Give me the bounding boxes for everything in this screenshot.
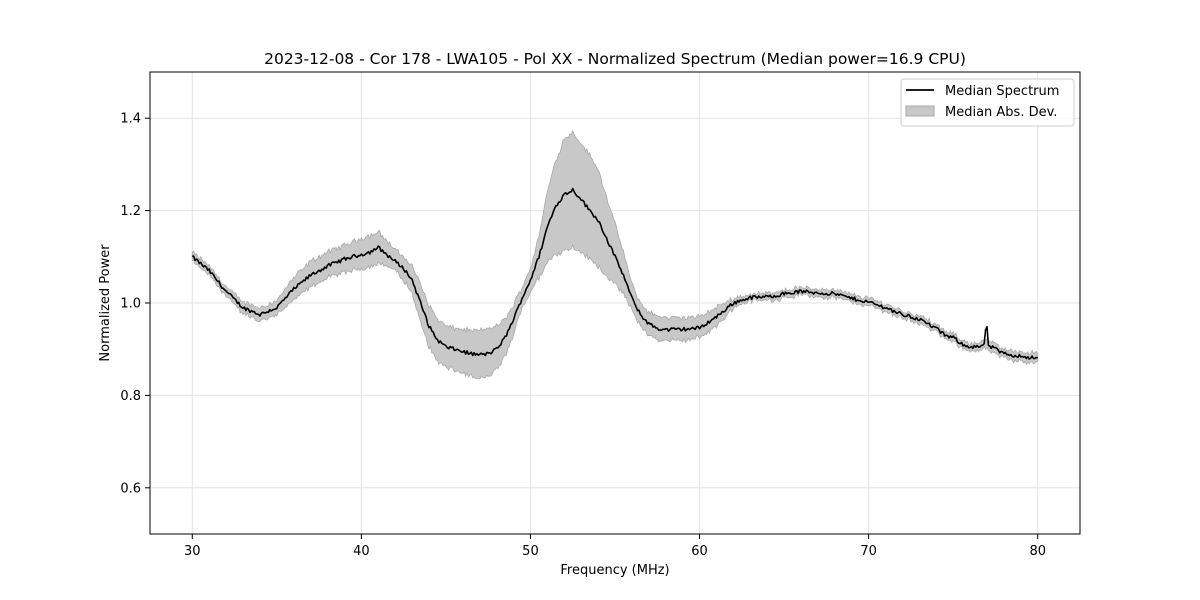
y-axis-label: Normalized Power xyxy=(98,244,113,362)
x-tick-label: 50 xyxy=(522,544,539,559)
chart-title: 2023-12-08 - Cor 178 - LWA105 - Pol XX -… xyxy=(264,50,966,68)
legend-band-swatch xyxy=(905,105,935,117)
legend-label-median-abs-dev: Median Abs. Dev. xyxy=(945,105,1057,120)
x-tick-label: 70 xyxy=(860,544,877,559)
x-tick-label: 40 xyxy=(353,544,370,559)
x-axis-label: Frequency (MHz) xyxy=(560,563,669,578)
y-axis-ticks: 0.6 0.8 1.0 1.2 1.4 xyxy=(120,112,150,496)
x-axis-ticks: 30 40 50 60 70 80 xyxy=(184,534,1046,559)
x-tick-label: 60 xyxy=(691,544,708,559)
median-spectrum-line xyxy=(192,187,1039,360)
legend-label-median-spectrum: Median Spectrum xyxy=(945,84,1059,99)
y-tick-label: 1.4 xyxy=(120,112,141,127)
y-tick-label: 1.0 xyxy=(120,297,141,312)
y-tick-label: 1.2 xyxy=(120,204,141,219)
x-tick-label: 30 xyxy=(184,544,201,559)
y-tick-label: 0.6 xyxy=(120,481,141,496)
legend: Median Spectrum Median Abs. Dev. xyxy=(900,78,1075,127)
x-tick-label: 80 xyxy=(1029,544,1046,559)
y-tick-label: 0.8 xyxy=(120,389,141,404)
legend-box xyxy=(900,78,1075,127)
